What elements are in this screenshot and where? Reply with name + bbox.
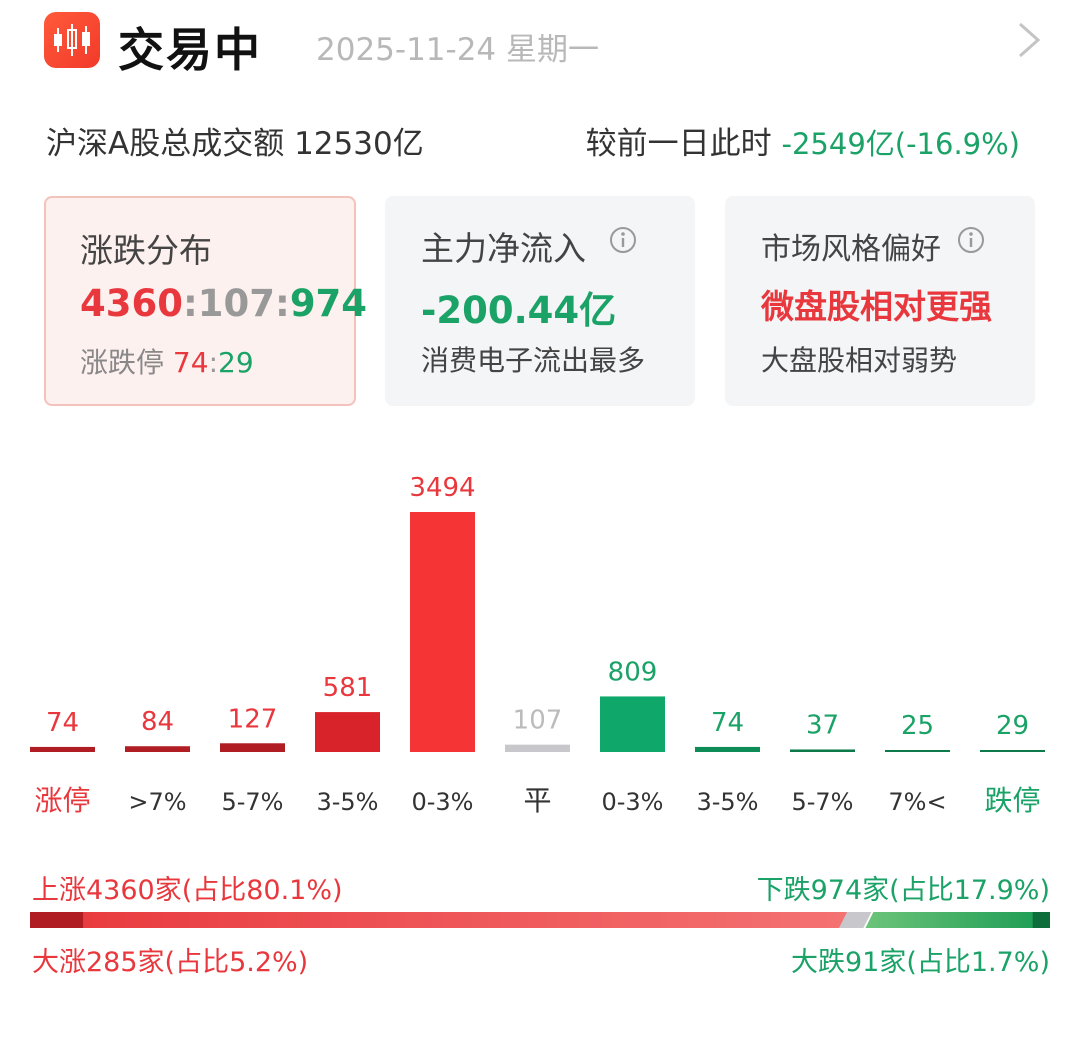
- compare-label: 较前一日此时: [585, 126, 772, 162]
- market-style-card[interactable]: 市场风格偏好 微盘股相对更强 大盘股相对弱势: [725, 196, 1035, 406]
- bar-value-label: 74: [711, 708, 744, 738]
- header: 交易中 2025-11-24 星期一: [0, 0, 1080, 88]
- bar-8[interactable]: [790, 749, 855, 752]
- market-style-sub: 大盘股相对弱势: [761, 344, 958, 377]
- up-segment: [30, 912, 848, 928]
- bar-5[interactable]: [505, 744, 570, 752]
- turnover-value: 12530亿: [294, 126, 424, 162]
- ratio-separator: :: [275, 282, 290, 325]
- date-label: 2025-11-24 星期一: [316, 32, 600, 68]
- limit-down-count: 29: [218, 346, 254, 379]
- category-label: 5-7%: [221, 788, 283, 816]
- bar-value-label: 581: [323, 673, 373, 703]
- category-label: 0-3%: [601, 788, 663, 816]
- capital-flow-value: -200.44亿: [421, 289, 617, 332]
- info-icon[interactable]: [957, 226, 985, 254]
- bar-9[interactable]: [885, 750, 950, 752]
- flat-segment: [839, 912, 872, 928]
- up-summary: 上涨4360家(占比80.1%): [32, 875, 343, 906]
- category-label: 跌停: [984, 784, 1040, 817]
- bar-value-label: 3494: [409, 473, 475, 503]
- bar-value-label: 127: [228, 704, 278, 734]
- distribution-card[interactable]: 涨跌分布 4360:107:974 涨跌停 74:29: [44, 196, 367, 406]
- bar-4[interactable]: [410, 512, 475, 752]
- market-style-title: 市场风格偏好: [761, 232, 941, 267]
- bar-1[interactable]: [125, 746, 190, 752]
- flat-count: 107: [197, 282, 276, 325]
- capital-flow-card[interactable]: 主力净流入 -200.44亿 消费电子流出最多: [385, 196, 695, 406]
- category-label: 3-5%: [316, 788, 378, 816]
- total-turnover: 沪深A股总成交额 12530亿: [46, 118, 424, 163]
- compare-value: -2549亿(-16.9%): [781, 127, 1021, 161]
- bar-3[interactable]: [315, 712, 380, 752]
- market-style-value: 微盘股相对更强: [761, 287, 992, 326]
- bar-value-label: 74: [46, 708, 79, 738]
- limit-label: 涨跌停: [80, 346, 165, 379]
- up-down-ratio-bar: [30, 912, 1050, 928]
- distribution-title: 涨跌分布: [80, 231, 212, 270]
- category-label: 平: [523, 784, 551, 817]
- bar-10[interactable]: [980, 750, 1045, 752]
- bar-value-label: 29: [996, 711, 1029, 741]
- bar-value-label: 107: [513, 706, 563, 736]
- big-down-summary: 大跌91家(占比1.7%): [790, 947, 1050, 978]
- bar-value-label: 809: [608, 657, 658, 687]
- big-down-segment: [1032, 912, 1050, 928]
- bar-6[interactable]: [600, 696, 665, 752]
- turnover-label: 沪深A股总成交额: [46, 126, 285, 162]
- limit-separator: :: [208, 346, 218, 379]
- category-label: 7%<: [888, 788, 946, 816]
- ratio-separator: :: [182, 282, 198, 325]
- turnover-compare: 较前一日此时 -2549亿(-16.9%): [586, 118, 1020, 163]
- distribution-ratio: 4360:107:974: [80, 282, 367, 325]
- bar-value-label: 84: [141, 707, 174, 737]
- category-label: 涨停: [34, 784, 90, 817]
- info-icon[interactable]: [609, 226, 637, 254]
- down-segment: [865, 912, 1050, 928]
- down-summary: 下跌974家(占比17.9%): [756, 875, 1050, 906]
- bar-0[interactable]: [30, 746, 95, 752]
- category-label: 3-5%: [696, 788, 758, 816]
- rise-fall-distribution-chart: 74 涨停 84 >7% 127 5-7% 581 3-5% 3494 0-3% 107 平 809 0-…: [30, 473, 1045, 817]
- bar-value-label: 25: [901, 711, 934, 741]
- down-count: 974: [289, 282, 368, 325]
- bar-7[interactable]: [695, 746, 760, 752]
- category-label: 0-3%: [411, 788, 473, 816]
- capital-flow-sub: 消费电子流出最多: [421, 344, 646, 377]
- candlestick-chart-icon[interactable]: [44, 12, 100, 68]
- chevron-right-icon[interactable]: [1012, 20, 1048, 60]
- category-label: >7%: [128, 788, 186, 816]
- up-count: 4360: [80, 282, 183, 325]
- limit-up-count: 74: [172, 346, 209, 379]
- bar-value-label: 37: [806, 710, 839, 740]
- limit-ratio: 涨跌停 74:29: [80, 341, 254, 381]
- big-up-segment: [30, 912, 84, 928]
- category-label: 5-7%: [791, 788, 853, 816]
- page-title: 交易中: [118, 23, 262, 77]
- capital-flow-title: 主力净流入: [421, 229, 586, 268]
- bar-2[interactable]: [220, 743, 285, 752]
- big-up-summary: 大涨285家(占比5.2%): [32, 947, 309, 978]
